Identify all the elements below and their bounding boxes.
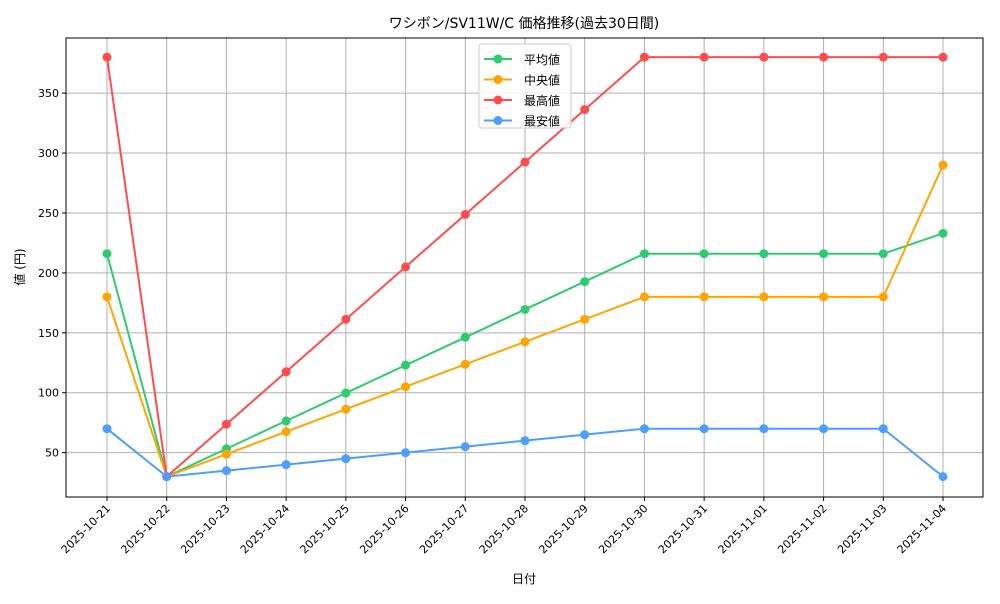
x-tick-label: 2025-10-27 [417, 502, 471, 556]
x-tick-label: 2025-10-26 [357, 502, 411, 556]
y-axis: 50 100 150 200 250 300 350 [38, 87, 66, 460]
data-point [699, 249, 709, 259]
data-point [938, 228, 948, 238]
data-point [162, 472, 172, 482]
y-axis-label: 値 (円) [12, 248, 27, 285]
data-point [639, 292, 649, 302]
data-point [102, 292, 112, 302]
data-point [819, 424, 829, 434]
data-point [460, 442, 470, 452]
x-tick-label: 2025-10-29 [536, 502, 590, 556]
data-point [460, 332, 470, 342]
x-axis-label: 日付 [512, 572, 536, 586]
data-point [819, 292, 829, 302]
data-point [759, 249, 769, 259]
x-tick-label: 2025-10-22 [118, 502, 172, 556]
x-axis: 2025-10-21 2025-10-22 2025-10-23 2025-10-24… [59, 497, 949, 556]
data-point [221, 449, 231, 459]
y-tick-label: 300 [38, 147, 59, 160]
y-tick-label: 100 [38, 387, 59, 400]
data-point [520, 304, 530, 314]
legend-label: 最高値 [524, 93, 560, 108]
legend-marker [493, 75, 503, 84]
data-point [341, 454, 351, 464]
data-point [938, 52, 948, 62]
data-point [520, 436, 530, 446]
data-point [878, 292, 888, 302]
data-point [580, 430, 590, 440]
data-point [580, 105, 590, 115]
data-point [938, 160, 948, 170]
data-point [102, 249, 112, 259]
y-tick-label: 250 [38, 207, 59, 220]
x-tick-label: 2025-10-23 [178, 502, 232, 556]
y-tick-label: 350 [38, 87, 59, 100]
data-point [281, 460, 291, 470]
x-tick-label: 2025-10-31 [656, 502, 710, 556]
data-point [341, 404, 351, 414]
x-tick-label: 2025-10-28 [477, 502, 531, 556]
data-point [401, 262, 411, 272]
x-tick-label: 2025-11-01 [716, 502, 770, 556]
data-point [819, 52, 829, 62]
data-point [281, 427, 291, 437]
data-point [639, 249, 649, 259]
data-point [281, 416, 291, 426]
x-tick-label: 2025-11-03 [835, 502, 889, 556]
data-point [281, 367, 291, 377]
data-point [102, 424, 112, 434]
data-point [878, 52, 888, 62]
legend-label: 平均値 [524, 52, 560, 67]
data-point [401, 382, 411, 392]
x-tick-label: 2025-11-02 [775, 502, 829, 556]
data-point [938, 472, 948, 482]
data-point [759, 292, 769, 302]
y-tick-label: 200 [38, 267, 59, 280]
data-point [759, 52, 769, 62]
data-point [520, 337, 530, 347]
data-point [341, 314, 351, 324]
data-point [878, 424, 888, 434]
data-point [699, 292, 709, 302]
data-point [819, 249, 829, 259]
x-tick-label: 2025-10-25 [298, 502, 352, 556]
y-tick-label: 150 [38, 327, 59, 340]
legend-marker [493, 116, 503, 125]
data-point [460, 209, 470, 219]
chart-title: ワシボン/SV11W/C 価格推移(過去30日間) [389, 16, 660, 32]
data-point [102, 52, 112, 62]
data-point [401, 448, 411, 458]
data-point [401, 360, 411, 370]
data-point [639, 424, 649, 434]
data-point [580, 277, 590, 287]
x-tick-label: 2025-10-24 [238, 502, 292, 556]
data-point [221, 419, 231, 429]
data-point [759, 424, 769, 434]
data-point [699, 52, 709, 62]
legend-label: 中央値 [524, 73, 560, 88]
series-group [102, 52, 948, 482]
data-point [580, 314, 590, 324]
data-point [341, 388, 351, 398]
data-point [460, 359, 470, 369]
x-tick-label: 2025-10-30 [596, 502, 650, 556]
legend-marker [493, 95, 503, 105]
data-point [520, 157, 530, 167]
legend-label: 最安値 [524, 114, 560, 129]
x-tick-label: 2025-10-21 [59, 502, 113, 556]
data-point [878, 249, 888, 259]
data-point [699, 424, 709, 434]
y-tick-label: 50 [45, 447, 59, 460]
data-point [221, 466, 231, 476]
legend-marker [493, 54, 503, 64]
data-point [639, 52, 649, 62]
x-tick-label: 2025-11-04 [895, 502, 949, 556]
